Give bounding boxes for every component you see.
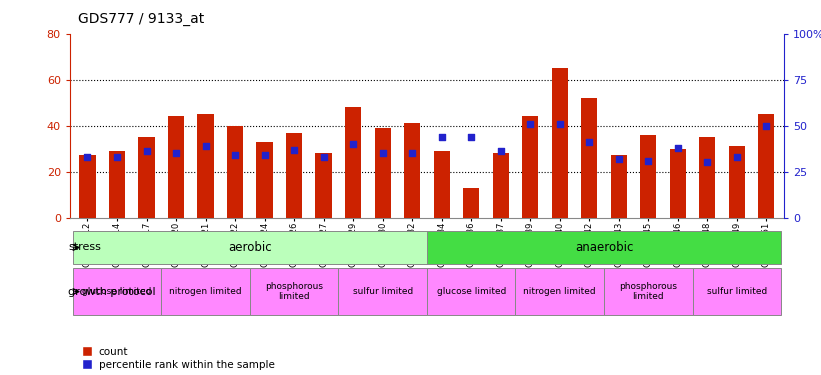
Bar bbox=[227, 126, 243, 218]
Bar bbox=[256, 142, 273, 218]
Bar bbox=[522, 116, 539, 218]
Point bbox=[111, 154, 124, 160]
Bar bbox=[427, 231, 781, 264]
Bar bbox=[516, 268, 604, 315]
Bar bbox=[197, 114, 213, 218]
Point bbox=[140, 148, 153, 154]
Bar bbox=[581, 98, 598, 218]
Point bbox=[465, 134, 478, 140]
Bar bbox=[374, 128, 391, 218]
Point bbox=[642, 158, 655, 164]
Bar bbox=[463, 188, 479, 218]
Bar bbox=[250, 268, 338, 315]
Text: phosphorous
limited: phosphorous limited bbox=[265, 282, 323, 301]
Bar bbox=[139, 137, 154, 218]
Bar bbox=[404, 123, 420, 218]
Text: sulfur limited: sulfur limited bbox=[707, 287, 767, 296]
Text: stress: stress bbox=[68, 243, 101, 252]
Text: GDS777 / 9133_at: GDS777 / 9133_at bbox=[78, 12, 204, 26]
Bar bbox=[338, 268, 427, 315]
Point bbox=[612, 156, 626, 162]
Bar bbox=[699, 137, 715, 218]
Point bbox=[553, 121, 566, 127]
Text: glucose limited: glucose limited bbox=[82, 287, 152, 296]
Bar bbox=[80, 156, 95, 218]
Bar bbox=[729, 146, 745, 218]
Bar bbox=[73, 268, 161, 315]
Point bbox=[730, 154, 743, 160]
Bar bbox=[286, 132, 302, 218]
Point bbox=[406, 150, 419, 156]
Bar bbox=[345, 107, 361, 218]
Bar bbox=[427, 268, 516, 315]
Text: sulfur limited: sulfur limited bbox=[352, 287, 413, 296]
Bar bbox=[315, 153, 332, 218]
Text: nitrogen limited: nitrogen limited bbox=[169, 287, 242, 296]
Text: aerobic: aerobic bbox=[228, 241, 272, 254]
Bar bbox=[693, 268, 781, 315]
Bar bbox=[604, 268, 693, 315]
Point bbox=[376, 150, 389, 156]
Point bbox=[199, 143, 212, 149]
Point bbox=[759, 123, 773, 129]
Point bbox=[287, 147, 300, 153]
Point bbox=[524, 121, 537, 127]
Bar bbox=[640, 135, 657, 218]
Text: glucose limited: glucose limited bbox=[437, 287, 506, 296]
Point bbox=[81, 154, 94, 160]
Bar bbox=[168, 116, 184, 218]
Text: nitrogen limited: nitrogen limited bbox=[524, 287, 596, 296]
Bar bbox=[73, 231, 427, 264]
Point bbox=[169, 150, 182, 156]
Bar bbox=[493, 153, 509, 218]
Bar bbox=[759, 114, 774, 218]
Point bbox=[228, 152, 241, 158]
Point bbox=[701, 159, 714, 165]
Text: phosphorous
limited: phosphorous limited bbox=[619, 282, 677, 301]
Bar bbox=[611, 156, 627, 218]
Bar bbox=[433, 151, 450, 217]
Point bbox=[258, 152, 271, 158]
Bar bbox=[161, 268, 250, 315]
Bar bbox=[109, 151, 125, 217]
Point bbox=[317, 154, 330, 160]
Point bbox=[583, 139, 596, 145]
Legend: count, percentile rank within the sample: count, percentile rank within the sample bbox=[83, 346, 275, 370]
Text: anaerobic: anaerobic bbox=[575, 241, 633, 254]
Point bbox=[435, 134, 448, 140]
Point bbox=[346, 141, 360, 147]
Bar bbox=[670, 148, 686, 217]
Text: growth protocol: growth protocol bbox=[68, 286, 156, 297]
Bar bbox=[552, 68, 568, 218]
Point bbox=[672, 145, 685, 151]
Point bbox=[494, 148, 507, 154]
